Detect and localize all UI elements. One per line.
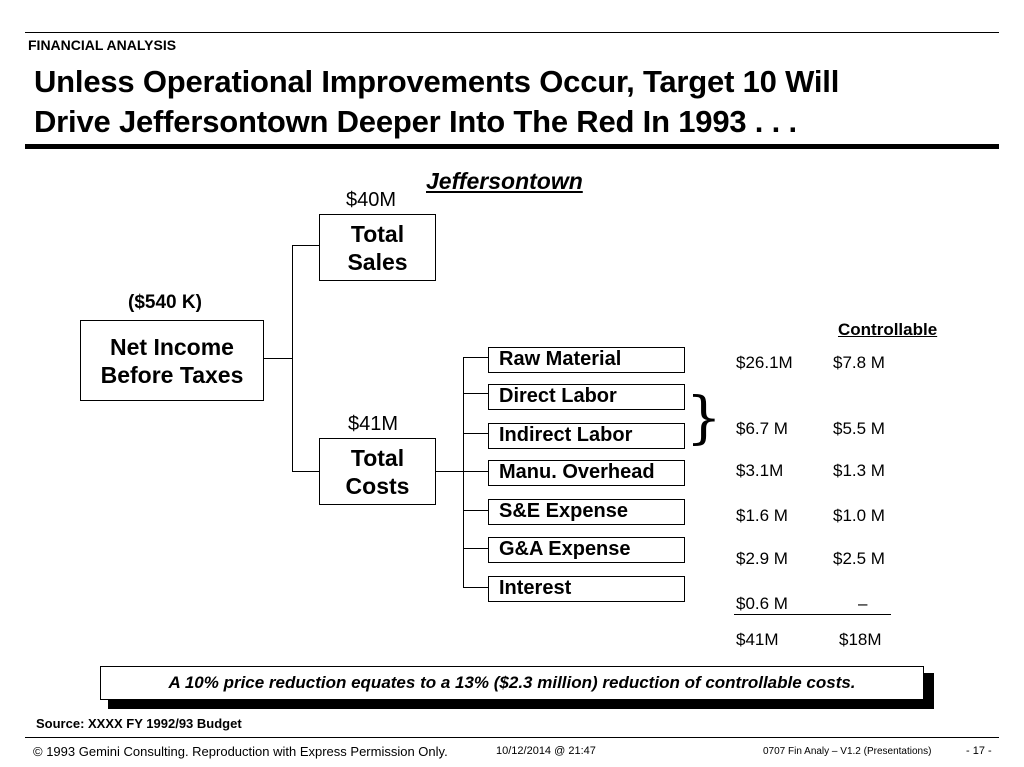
sales-value: $40M: [346, 189, 397, 211]
connector: [463, 433, 488, 434]
connector: [435, 471, 464, 472]
costs-label-2: Costs: [345, 472, 410, 499]
connector: [463, 471, 488, 472]
total-sales-box: Total Sales: [319, 214, 436, 281]
connector: [292, 245, 293, 472]
costs-value: $41M: [348, 413, 399, 435]
section-label: FINANCIAL ANALYSIS: [28, 37, 177, 53]
net-income-label-2: Before Taxes: [100, 361, 244, 388]
category-manu-overhead: Manu. Overhead: [488, 460, 685, 486]
total-costs-box: Total Costs: [319, 438, 436, 505]
connector: [463, 548, 488, 549]
grand-total: $41M: [736, 630, 779, 649]
footer-page: - 17 -: [966, 745, 992, 757]
category-interest: Interest: [488, 576, 685, 602]
category-ga-expense: G&A Expense: [488, 537, 685, 563]
overhead-total: $3.1M: [736, 461, 784, 480]
raw-material-total: $26.1M: [736, 353, 793, 372]
page-title: Unless Operational Improvements Occur, T…: [34, 62, 839, 142]
sum-rule: [734, 614, 891, 615]
net-income-label-1: Net Income: [110, 333, 234, 360]
grand-controllable: $18M: [839, 630, 882, 649]
ga-total: $2.9 M: [736, 549, 788, 568]
se-total: $1.6 M: [736, 506, 788, 525]
ga-controllable: $2.5 M: [833, 549, 885, 568]
raw-material-controllable: $7.8 M: [833, 353, 885, 372]
callout-box: A 10% price reduction equates to a 13% (…: [100, 666, 924, 700]
labor-total: $6.7 M: [736, 419, 788, 438]
costs-label-1: Total: [350, 444, 405, 471]
category-se-expense: S&E Expense: [488, 499, 685, 525]
connector: [292, 245, 319, 246]
category-direct-labor: Direct Labor: [488, 384, 685, 410]
se-controllable: $1.0 M: [833, 506, 885, 525]
net-income-value: ($540 K): [128, 292, 202, 313]
footer-copyright: © 1993 Gemini Consulting. Reproduction w…: [33, 744, 448, 759]
labor-controllable: $5.5 M: [833, 419, 885, 438]
title-line-1: Unless Operational Improvements Occur, T…: [34, 64, 840, 99]
category-raw-material: Raw Material: [488, 347, 685, 373]
diagram-subject: Jeffersontown: [426, 168, 583, 194]
interest-controllable: –: [858, 594, 868, 613]
footer-file: 0707 Fin Analy – V1.2 (Presentations): [763, 746, 932, 757]
labor-brace: }: [686, 386, 722, 451]
callout-text: A 10% price reduction equates to a 13% (…: [168, 673, 856, 692]
connector: [463, 587, 488, 588]
overhead-controllable: $1.3 M: [833, 461, 885, 480]
footer-datetime: 10/12/2014 @ 21:47: [496, 745, 596, 757]
interest-total: $0.6 M: [736, 594, 788, 613]
connector: [463, 510, 488, 511]
connector: [463, 357, 488, 358]
source-note: Source: XXXX FY 1992/93 Budget: [36, 716, 242, 731]
title-line-2: Drive Jeffersontown Deeper Into The Red …: [34, 104, 797, 139]
connector: [263, 358, 293, 359]
category-indirect-labor: Indirect Labor: [488, 423, 685, 449]
controllable-header: Controllable: [838, 320, 938, 339]
connector: [463, 393, 488, 394]
connector: [292, 471, 319, 472]
top-rule: [25, 32, 999, 33]
footer-rule: [25, 737, 999, 738]
sales-label-1: Total: [350, 220, 405, 247]
net-income-box: Net Income Before Taxes: [80, 320, 264, 401]
connector: [463, 357, 464, 588]
sales-label-2: Sales: [347, 248, 408, 275]
title-rule: [25, 144, 999, 149]
